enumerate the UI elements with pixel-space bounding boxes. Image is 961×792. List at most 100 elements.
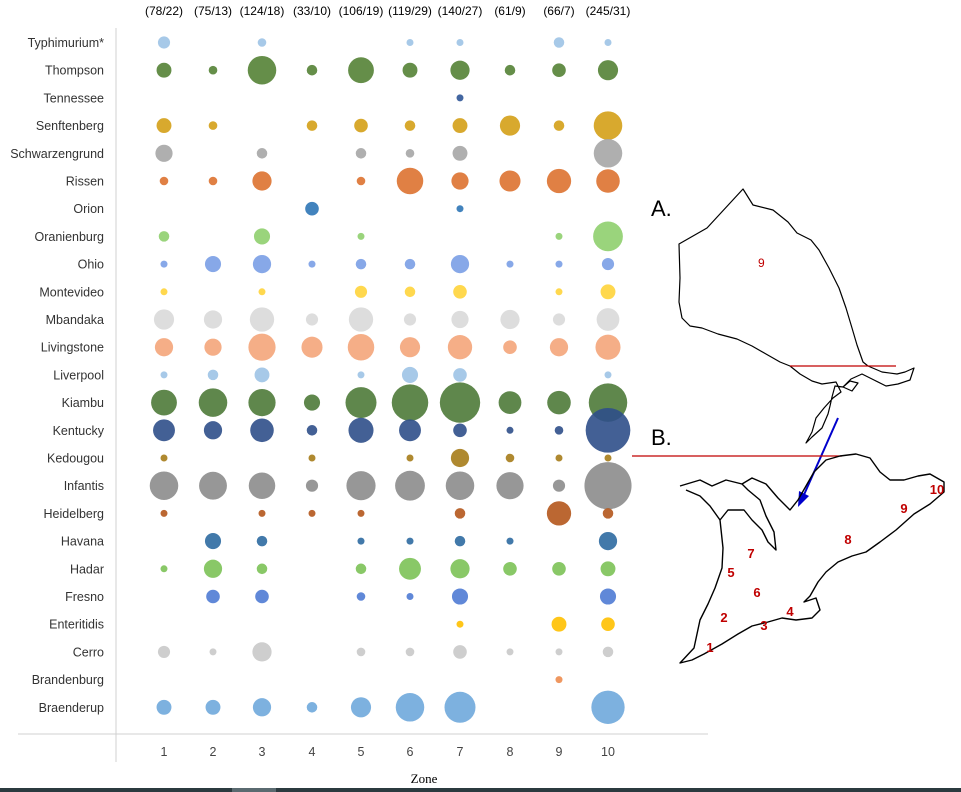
bubble	[355, 258, 367, 270]
column-count-label: (106/19)	[339, 4, 384, 18]
ontario-north-map: A. 9	[651, 188, 915, 444]
bubble	[354, 285, 368, 298]
bubble	[405, 647, 415, 657]
column-count-label: (61/9)	[494, 4, 525, 18]
map-zone-label: 6	[753, 585, 760, 600]
bubble	[306, 120, 318, 131]
zone-tick-label: 3	[259, 745, 266, 759]
bubble	[256, 563, 268, 575]
shoreline-inlet	[842, 380, 859, 392]
bubble	[255, 589, 269, 604]
bubble	[250, 418, 274, 443]
bruce-peninsula	[685, 489, 721, 521]
bubble	[158, 231, 170, 242]
bubble	[451, 172, 469, 190]
bubble	[456, 39, 464, 46]
serovar-label: Enteritidis	[49, 618, 104, 632]
bubble	[445, 471, 475, 500]
bubble	[552, 313, 566, 326]
bubble	[305, 479, 319, 492]
bubble	[301, 336, 323, 358]
bubble	[552, 63, 566, 77]
bubble	[395, 693, 425, 722]
bubble	[600, 561, 616, 577]
zone-tick-label: 6	[407, 745, 414, 759]
bubble	[555, 676, 563, 684]
bubble	[257, 38, 267, 47]
bubble	[602, 646, 614, 658]
bubble	[601, 617, 615, 631]
bubble	[249, 307, 275, 332]
bubble	[547, 390, 571, 415]
bubble	[450, 559, 470, 579]
map-a-zone-9: 9	[758, 256, 765, 270]
column-count-label: (75/13)	[194, 4, 232, 18]
bubble	[248, 472, 276, 499]
panel-a-label: A.	[651, 196, 672, 221]
column-count-label: (119/29)	[388, 4, 432, 18]
bubble	[453, 645, 467, 659]
bubble	[305, 201, 319, 216]
bubble	[395, 470, 425, 501]
bubble	[453, 285, 467, 299]
bubble	[151, 389, 177, 416]
bubble	[355, 148, 367, 159]
bubble	[451, 588, 469, 605]
map-zone-label: 9	[900, 501, 907, 516]
bubble	[553, 37, 565, 48]
south-zone-labels: 12 3 4 5 6 7 8 9 10	[706, 482, 944, 655]
serovar-label: Hadar	[70, 562, 104, 576]
bubble	[160, 371, 168, 379]
bubble	[404, 258, 416, 270]
zone-tick-label: 4	[309, 745, 316, 759]
bubble	[406, 593, 414, 600]
bubble	[357, 232, 365, 240]
bubble	[597, 60, 619, 81]
bubble	[454, 535, 466, 547]
bubble	[447, 335, 473, 360]
column-count-label: (33/10)	[293, 4, 331, 18]
serovar-label: Montevideo	[39, 285, 104, 299]
bubble	[593, 111, 623, 140]
bubble	[154, 338, 174, 357]
bubble	[453, 368, 467, 382]
bubble	[399, 419, 421, 442]
bubble	[303, 394, 321, 411]
bubble	[505, 453, 515, 463]
bubble-layer	[149, 36, 632, 724]
bubble	[157, 645, 171, 658]
bubble	[208, 65, 218, 75]
serovar-label: Thompson	[45, 64, 104, 78]
bubble	[406, 537, 414, 545]
bubble	[551, 616, 567, 632]
bubble	[552, 562, 566, 576]
serovar-label: Senftenberg	[36, 119, 104, 133]
bubble	[506, 648, 514, 656]
bubble	[593, 139, 623, 168]
bubble	[356, 176, 366, 186]
bubble	[207, 369, 219, 381]
bubble	[156, 699, 172, 715]
bubble	[355, 563, 367, 575]
bubble	[203, 421, 223, 440]
bubble	[155, 144, 173, 162]
bubble	[598, 531, 618, 551]
bubble	[595, 334, 621, 360]
map-zone-label: 1	[706, 640, 713, 655]
bubble	[258, 509, 266, 517]
bubble	[206, 589, 220, 604]
bubble	[149, 471, 179, 500]
bubble	[555, 260, 563, 268]
bubble	[209, 648, 217, 656]
bubble	[450, 254, 470, 274]
bubble	[208, 121, 218, 130]
bubble	[593, 221, 623, 252]
zone-tick-label: 5	[358, 745, 365, 759]
bubble	[401, 366, 419, 383]
column-count-labels: (78/22) (75/13) (124/18) (33/10) (106/19) (11…	[145, 4, 630, 18]
serovar-label: Kiambu	[62, 396, 104, 410]
serovar-label: Braenderup	[39, 701, 104, 715]
bubble	[555, 648, 563, 656]
bubble	[404, 120, 416, 131]
bubble	[600, 284, 616, 300]
